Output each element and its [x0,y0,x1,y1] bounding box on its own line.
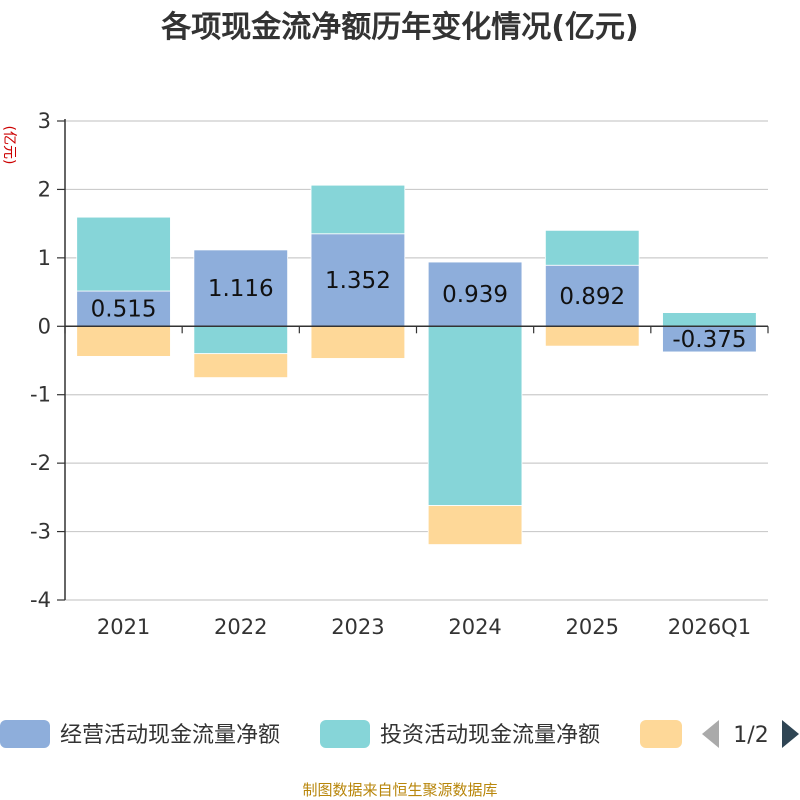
data-label: -0.375 [672,327,746,353]
bar-series3-2023 [310,325,406,359]
data-label: 1.116 [208,276,274,302]
legend-next-page-icon[interactable] [782,720,799,748]
bar-series2-2023 [310,184,406,235]
y-tick-label: -2 [30,451,51,475]
x-tick-label: 2022 [214,615,267,639]
bar-series2-2024 [427,325,523,506]
data-labels: 0.515 1.116 1.352 0.939 0.892 -0.375 [91,268,747,353]
y-tick-label: -1 [30,383,51,407]
legend: 经营活动现金流量净额 投资活动现金流量净额 1/2 [0,720,799,748]
x-tick-label: 2025 [566,615,619,639]
bar-series3-2025 [544,325,640,347]
x-tick-label: 2023 [331,615,384,639]
legend-page-indicator: 1/2 [733,723,768,748]
bar-series [76,184,757,545]
bar-series2-2022 [193,325,289,355]
x-tick-label: 2024 [448,615,501,639]
legend-label-2: 投资活动现金流量净额 [380,723,600,748]
y-tick-label: 3 [38,109,51,133]
x-tick-label: 2021 [97,615,150,639]
y-tick-label: 2 [38,177,51,201]
axes: 3 2 1 0 -1 -2 -3 -4 2021 2022 2023 2024 2025 2026Q1 [30,109,769,639]
chart-title: 各项现金流净额历年变化情况(亿元) [160,10,638,45]
bar-series2-2026Q1 [662,312,757,327]
data-label: 1.352 [325,268,391,294]
bar-series2-2025 [544,229,640,266]
bar-series3-2021 [76,325,171,357]
legend-swatch-2 [320,720,370,748]
data-label: 0.939 [442,282,508,308]
legend-prev-page-icon[interactable] [702,720,719,748]
bar-series1-2022 [193,249,289,327]
data-label: 0.892 [559,284,625,310]
legend-label-1: 经营活动现金流量净额 [60,723,280,748]
data-label: 0.515 [91,297,157,323]
y-axis-unit: (亿元) [1,126,17,165]
y-tick-label: -3 [30,520,51,544]
legend-swatch-1 [0,720,50,748]
bar-series2-2021 [76,216,171,292]
legend-swatch-3 [640,720,682,748]
bar-series1-2025 [544,264,640,327]
bar-series3-2022 [193,353,289,379]
bar-series3-2024 [427,505,523,545]
source-note: 制图数据来自恒生聚源数据库 [302,781,497,799]
bar-series1-2023 [310,233,406,327]
bar-series1-2024 [427,261,523,327]
y-tick-label: 1 [38,246,51,270]
y-tick-label: -4 [30,588,51,612]
y-tick-label: 0 [38,314,51,338]
grid-lines [65,120,768,601]
bar-series1-2026Q1 [662,325,757,353]
x-tick-label: 2026Q1 [668,615,751,639]
